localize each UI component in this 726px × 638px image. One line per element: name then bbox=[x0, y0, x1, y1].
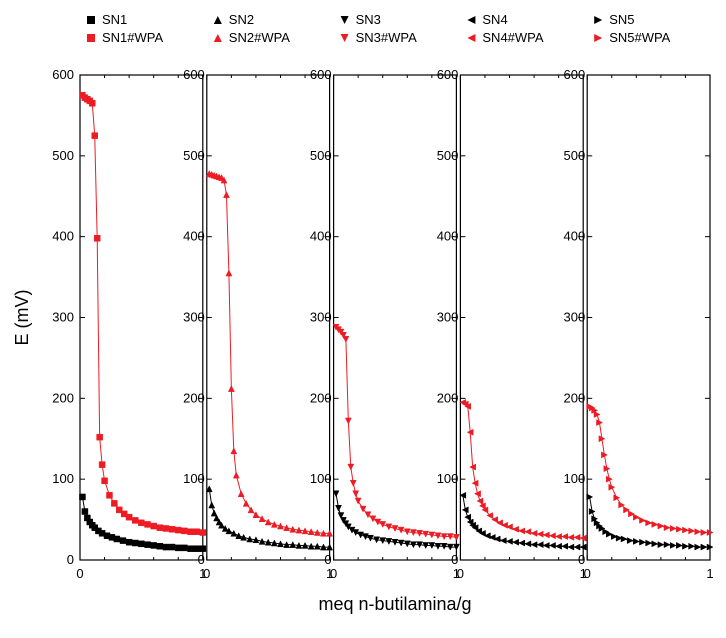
series-black-marker bbox=[188, 546, 194, 552]
series-black-marker bbox=[138, 541, 144, 547]
x-tick-label: 0 bbox=[330, 566, 337, 581]
legend-label-red: SN1#WPA bbox=[102, 30, 163, 45]
y-tick-label: 500 bbox=[183, 148, 205, 163]
y-tick-label: 400 bbox=[437, 229, 459, 244]
y-axis-label: E (mV) bbox=[12, 290, 32, 346]
y-tick-label: 100 bbox=[52, 471, 74, 486]
series-red-marker bbox=[181, 528, 187, 534]
series-red-marker bbox=[89, 100, 95, 106]
chart-svg: E (mV)meq n-butilamina/g0100200300400500… bbox=[0, 0, 726, 638]
y-tick-label: 100 bbox=[437, 471, 459, 486]
x-tick-label: 1 bbox=[706, 566, 713, 581]
y-tick-label: 300 bbox=[310, 310, 332, 325]
y-tick-label: 300 bbox=[563, 310, 585, 325]
y-tick-label: 600 bbox=[183, 67, 205, 82]
y-tick-label: 300 bbox=[52, 310, 74, 325]
legend-label-red: SN3#WPA bbox=[356, 30, 417, 45]
y-tick-label: 400 bbox=[310, 229, 332, 244]
y-tick-label: 0 bbox=[578, 552, 585, 567]
series-red-marker bbox=[99, 462, 105, 468]
x-tick-label: 0 bbox=[203, 566, 210, 581]
y-tick-label: 200 bbox=[52, 390, 74, 405]
series-red-marker bbox=[102, 478, 108, 484]
y-tick-label: 500 bbox=[437, 148, 459, 163]
y-tick-label: 0 bbox=[324, 552, 331, 567]
legend-label-black: SN4 bbox=[482, 12, 507, 27]
legend-marker-red bbox=[87, 34, 95, 42]
y-tick-label: 500 bbox=[52, 148, 74, 163]
legend-label-black: SN2 bbox=[229, 12, 254, 27]
x-tick-label: 0 bbox=[584, 566, 591, 581]
y-tick-label: 200 bbox=[437, 390, 459, 405]
series-black-marker bbox=[82, 509, 88, 515]
series-red-marker bbox=[194, 529, 200, 535]
x-axis-label: meq n-butilamina/g bbox=[318, 594, 471, 614]
series-red-marker bbox=[163, 525, 169, 531]
series-red-marker bbox=[94, 235, 100, 241]
legend-label-black: SN3 bbox=[356, 12, 381, 27]
x-tick-label: 0 bbox=[457, 566, 464, 581]
y-tick-label: 500 bbox=[310, 148, 332, 163]
series-black-marker bbox=[163, 544, 169, 550]
x-tick-label: 0 bbox=[76, 566, 83, 581]
series-black-marker bbox=[151, 542, 157, 548]
series-red-marker bbox=[175, 527, 181, 533]
y-tick-label: 0 bbox=[67, 552, 74, 567]
legend-label-red: SN2#WPA bbox=[229, 30, 290, 45]
series-red-marker bbox=[106, 492, 112, 498]
y-tick-label: 100 bbox=[183, 471, 205, 486]
series-red-marker bbox=[157, 525, 163, 531]
series-black-marker bbox=[145, 542, 151, 548]
series-black-marker bbox=[120, 538, 126, 544]
legend-label-black: SN5 bbox=[609, 12, 634, 27]
chart-container: E (mV)meq n-butilamina/g0100200300400500… bbox=[0, 0, 726, 638]
series-black-marker bbox=[175, 545, 181, 551]
y-tick-label: 600 bbox=[563, 67, 585, 82]
series-red-marker bbox=[132, 517, 138, 523]
series-black-marker bbox=[114, 536, 120, 542]
series-black-marker bbox=[169, 544, 175, 550]
series-black-marker bbox=[157, 543, 163, 549]
series-black-marker bbox=[132, 540, 138, 546]
legend-label-black: SN1 bbox=[102, 12, 127, 27]
y-tick-label: 0 bbox=[198, 552, 205, 567]
y-tick-label: 200 bbox=[183, 390, 205, 405]
y-tick-label: 600 bbox=[52, 67, 74, 82]
y-tick-label: 0 bbox=[451, 552, 458, 567]
y-tick-label: 200 bbox=[310, 390, 332, 405]
series-red-marker bbox=[188, 529, 194, 535]
series-red-marker bbox=[151, 523, 157, 529]
series-black-marker bbox=[126, 539, 132, 545]
y-tick-label: 600 bbox=[437, 67, 459, 82]
legend-label-red: SN5#WPA bbox=[609, 30, 670, 45]
series-red-marker bbox=[145, 521, 151, 527]
y-tick-label: 300 bbox=[437, 310, 459, 325]
series-red-marker bbox=[126, 514, 132, 520]
series-red-marker bbox=[111, 500, 117, 506]
y-tick-label: 300 bbox=[183, 310, 205, 325]
y-tick-label: 400 bbox=[52, 229, 74, 244]
legend-marker-black bbox=[87, 16, 95, 24]
y-tick-label: 600 bbox=[310, 67, 332, 82]
series-red-marker bbox=[97, 434, 103, 440]
series-red-marker bbox=[200, 530, 206, 536]
y-tick-label: 500 bbox=[563, 148, 585, 163]
y-tick-label: 200 bbox=[563, 390, 585, 405]
series-black-marker bbox=[79, 494, 85, 500]
y-tick-label: 400 bbox=[563, 229, 585, 244]
series-red-marker bbox=[138, 520, 144, 526]
legend-label-red: SN4#WPA bbox=[482, 30, 543, 45]
series-red-marker bbox=[169, 526, 175, 532]
series-red-marker bbox=[92, 133, 98, 139]
y-tick-label: 100 bbox=[563, 471, 585, 486]
y-tick-label: 400 bbox=[183, 229, 205, 244]
series-black-marker bbox=[194, 546, 200, 552]
series-black-marker bbox=[200, 546, 206, 552]
y-tick-label: 100 bbox=[310, 471, 332, 486]
series-black-marker bbox=[181, 545, 187, 551]
